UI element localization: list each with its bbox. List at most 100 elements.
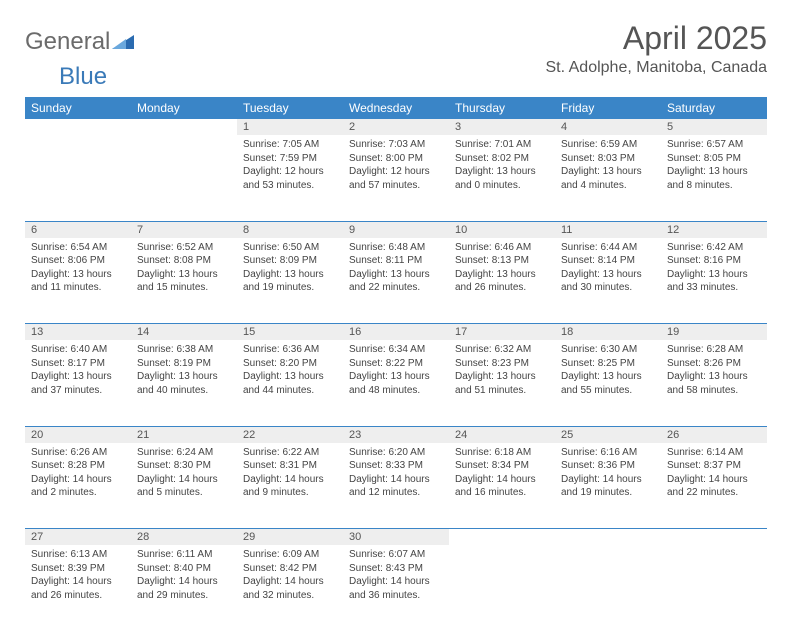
day-number-cell <box>661 529 767 546</box>
day-content-cell: Sunrise: 7:03 AMSunset: 8:00 PMDaylight:… <box>343 135 449 221</box>
day-number-cell: 29 <box>237 529 343 546</box>
sunrise-text: Sunrise: 6:28 AM <box>667 343 761 357</box>
daylight-text: Daylight: 13 hours and 22 minutes. <box>349 268 443 295</box>
day-content-cell <box>131 135 237 221</box>
day-content-cell: Sunrise: 6:28 AMSunset: 8:26 PMDaylight:… <box>661 340 767 426</box>
daylight-text: Daylight: 13 hours and 37 minutes. <box>31 370 125 397</box>
title-block: April 2025 St. Adolphe, Manitoba, Canada <box>546 20 768 85</box>
sunrise-text: Sunrise: 6:24 AM <box>137 446 231 460</box>
day-number-cell: 8 <box>237 221 343 238</box>
sunrise-text: Sunrise: 6:26 AM <box>31 446 125 460</box>
daylight-text: Daylight: 14 hours and 19 minutes. <box>561 473 655 500</box>
day-content-cell: Sunrise: 7:05 AMSunset: 7:59 PMDaylight:… <box>237 135 343 221</box>
day-number-cell: 20 <box>25 426 131 443</box>
sunset-text: Sunset: 8:17 PM <box>31 357 125 371</box>
header: General April 2025 St. Adolphe, Manitoba… <box>25 20 767 85</box>
day-number-cell: 4 <box>555 119 661 135</box>
day-number-cell: 27 <box>25 529 131 546</box>
sunset-text: Sunset: 8:20 PM <box>243 357 337 371</box>
sunrise-text: Sunrise: 6:48 AM <box>349 241 443 255</box>
sunrise-text: Sunrise: 6:38 AM <box>137 343 231 357</box>
day-content-cell: Sunrise: 7:01 AMSunset: 8:02 PMDaylight:… <box>449 135 555 221</box>
day-number-cell <box>131 119 237 135</box>
day-content-cell: Sunrise: 6:48 AMSunset: 8:11 PMDaylight:… <box>343 238 449 324</box>
day-number-cell: 18 <box>555 324 661 341</box>
sunrise-text: Sunrise: 6:18 AM <box>455 446 549 460</box>
daylight-text: Daylight: 13 hours and 55 minutes. <box>561 370 655 397</box>
weekday-header: Thursday <box>449 97 555 119</box>
day-content-cell: Sunrise: 6:16 AMSunset: 8:36 PMDaylight:… <box>555 443 661 529</box>
day-content-cell: Sunrise: 6:46 AMSunset: 8:13 PMDaylight:… <box>449 238 555 324</box>
day-number-cell: 2 <box>343 119 449 135</box>
sunset-text: Sunset: 8:37 PM <box>667 459 761 473</box>
sunrise-text: Sunrise: 6:13 AM <box>31 548 125 562</box>
daylight-text: Daylight: 13 hours and 0 minutes. <box>455 165 549 192</box>
day-number-cell: 19 <box>661 324 767 341</box>
day-number-cell: 5 <box>661 119 767 135</box>
sunrise-text: Sunrise: 6:32 AM <box>455 343 549 357</box>
day-number-cell: 22 <box>237 426 343 443</box>
day-number-cell: 24 <box>449 426 555 443</box>
content-row: Sunrise: 6:54 AMSunset: 8:06 PMDaylight:… <box>25 238 767 324</box>
daylight-text: Daylight: 13 hours and 30 minutes. <box>561 268 655 295</box>
daylight-text: Daylight: 13 hours and 40 minutes. <box>137 370 231 397</box>
day-content-cell: Sunrise: 6:32 AMSunset: 8:23 PMDaylight:… <box>449 340 555 426</box>
day-content-cell: Sunrise: 6:22 AMSunset: 8:31 PMDaylight:… <box>237 443 343 529</box>
sunrise-text: Sunrise: 6:14 AM <box>667 446 761 460</box>
content-row: Sunrise: 7:05 AMSunset: 7:59 PMDaylight:… <box>25 135 767 221</box>
day-number-cell: 15 <box>237 324 343 341</box>
sunset-text: Sunset: 8:09 PM <box>243 254 337 268</box>
day-content-cell: Sunrise: 6:57 AMSunset: 8:05 PMDaylight:… <box>661 135 767 221</box>
day-content-cell: Sunrise: 6:34 AMSunset: 8:22 PMDaylight:… <box>343 340 449 426</box>
day-number-cell: 13 <box>25 324 131 341</box>
month-title: April 2025 <box>546 20 768 57</box>
sunrise-text: Sunrise: 6:57 AM <box>667 138 761 152</box>
sunrise-text: Sunrise: 6:16 AM <box>561 446 655 460</box>
day-number-cell: 6 <box>25 221 131 238</box>
daylight-text: Daylight: 14 hours and 16 minutes. <box>455 473 549 500</box>
logo-triangle-icon <box>112 28 134 56</box>
weekday-header: Sunday <box>25 97 131 119</box>
day-content-cell: Sunrise: 6:24 AMSunset: 8:30 PMDaylight:… <box>131 443 237 529</box>
sunset-text: Sunset: 8:08 PM <box>137 254 231 268</box>
sunset-text: Sunset: 8:22 PM <box>349 357 443 371</box>
sunset-text: Sunset: 8:33 PM <box>349 459 443 473</box>
sunset-text: Sunset: 8:14 PM <box>561 254 655 268</box>
sunrise-text: Sunrise: 7:05 AM <box>243 138 337 152</box>
daylight-text: Daylight: 13 hours and 58 minutes. <box>667 370 761 397</box>
sunrise-text: Sunrise: 6:20 AM <box>349 446 443 460</box>
daylight-text: Daylight: 12 hours and 53 minutes. <box>243 165 337 192</box>
day-content-cell: Sunrise: 6:36 AMSunset: 8:20 PMDaylight:… <box>237 340 343 426</box>
sunset-text: Sunset: 8:28 PM <box>31 459 125 473</box>
day-number-cell: 12 <box>661 221 767 238</box>
day-content-cell: Sunrise: 6:50 AMSunset: 8:09 PMDaylight:… <box>237 238 343 324</box>
sunset-text: Sunset: 8:43 PM <box>349 562 443 576</box>
day-content-cell <box>555 545 661 631</box>
day-number-cell <box>25 119 131 135</box>
daylight-text: Daylight: 13 hours and 48 minutes. <box>349 370 443 397</box>
day-number-cell: 25 <box>555 426 661 443</box>
day-number-cell: 21 <box>131 426 237 443</box>
sunset-text: Sunset: 8:30 PM <box>137 459 231 473</box>
daylight-text: Daylight: 13 hours and 51 minutes. <box>455 370 549 397</box>
weekday-header: Tuesday <box>237 97 343 119</box>
sunset-text: Sunset: 8:19 PM <box>137 357 231 371</box>
daynum-row: 6789101112 <box>25 221 767 238</box>
daylight-text: Daylight: 14 hours and 2 minutes. <box>31 473 125 500</box>
daylight-text: Daylight: 13 hours and 4 minutes. <box>561 165 655 192</box>
calendar-body: 12 345 Sunrise: 7:05 AMSunset: 7:59 PMDayl… <box>25 119 767 631</box>
daylight-text: Daylight: 14 hours and 29 minutes. <box>137 575 231 602</box>
sunrise-text: Sunrise: 6:46 AM <box>455 241 549 255</box>
daynum-row: 20212223242526 <box>25 426 767 443</box>
calendar-table: Sunday Monday Tuesday Wednesday Thursday… <box>25 97 767 631</box>
sunset-text: Sunset: 8:25 PM <box>561 357 655 371</box>
day-content-cell: Sunrise: 6:13 AMSunset: 8:39 PMDaylight:… <box>25 545 131 631</box>
day-number-cell: 3 <box>449 119 555 135</box>
sunset-text: Sunset: 8:13 PM <box>455 254 549 268</box>
sunset-text: Sunset: 8:36 PM <box>561 459 655 473</box>
weekday-header: Wednesday <box>343 97 449 119</box>
day-number-cell: 14 <box>131 324 237 341</box>
daylight-text: Daylight: 14 hours and 32 minutes. <box>243 575 337 602</box>
day-number-cell: 17 <box>449 324 555 341</box>
day-content-cell: Sunrise: 6:26 AMSunset: 8:28 PMDaylight:… <box>25 443 131 529</box>
